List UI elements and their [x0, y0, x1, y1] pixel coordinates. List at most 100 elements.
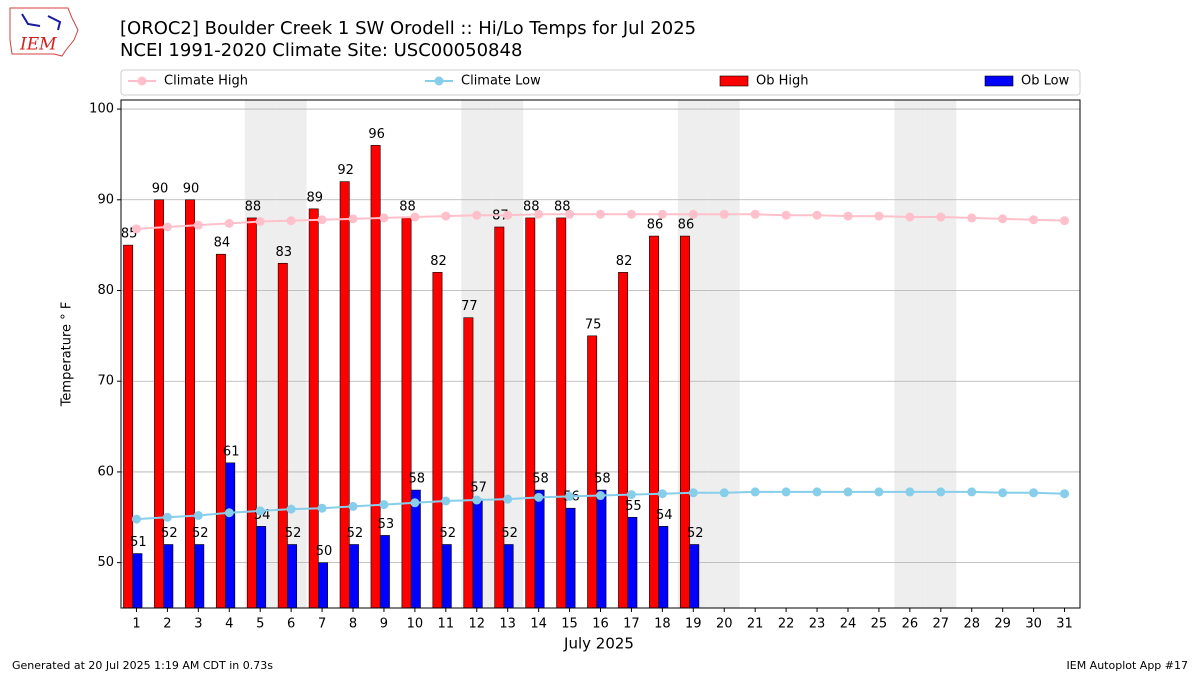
bar — [379, 535, 390, 609]
chart-title: [OROC2] Boulder Creek 1 SW Orodell :: Hi… — [120, 18, 696, 39]
logo-text: IEM — [19, 35, 57, 55]
x-tick-label: 1 — [132, 617, 140, 632]
line-marker — [1060, 216, 1070, 226]
line-marker — [812, 210, 822, 220]
line-marker — [936, 212, 946, 222]
x-tick-label: 16 — [592, 617, 609, 632]
x-tick-label: 18 — [654, 617, 671, 632]
data-label: 61 — [223, 444, 240, 459]
y-tick-label: 70 — [97, 374, 114, 389]
data-label: 77 — [461, 299, 478, 314]
line-marker — [998, 488, 1008, 498]
data-label: 50 — [316, 544, 333, 559]
data-label: 58 — [532, 472, 549, 487]
line-marker — [286, 216, 296, 226]
x-tick-label: 8 — [349, 617, 357, 632]
x-tick-label: 4 — [225, 617, 233, 632]
line-marker — [193, 220, 203, 230]
bar — [370, 145, 381, 609]
x-tick-label: 3 — [194, 617, 202, 632]
line-marker — [441, 211, 451, 221]
chart-subtitle: NCEI 1991-2020 Climate Site: USC00050848 — [120, 40, 522, 61]
bar — [401, 217, 412, 609]
bar — [503, 544, 514, 609]
bar — [123, 244, 134, 609]
footer-left: Generated at 20 Jul 2025 1:19 AM CDT in … — [12, 659, 273, 672]
data-label: 83 — [276, 245, 293, 260]
line-marker — [534, 209, 544, 219]
line-marker — [626, 490, 636, 500]
x-tick-label: 15 — [561, 617, 578, 632]
line-marker — [688, 209, 698, 219]
line-marker — [255, 506, 265, 516]
line-marker — [905, 212, 915, 222]
line-marker — [781, 487, 791, 497]
line-marker — [874, 211, 884, 221]
line-marker — [472, 495, 482, 505]
legend-label: Ob High — [756, 74, 809, 89]
legend-swatch — [137, 76, 147, 86]
data-label: 90 — [152, 181, 169, 196]
x-tick-label: 10 — [407, 617, 424, 632]
line-marker — [967, 213, 977, 223]
data-label: 90 — [183, 181, 200, 196]
line-marker — [596, 491, 605, 501]
y-tick-label: 50 — [97, 555, 114, 570]
x-tick-label: 9 — [380, 617, 388, 632]
bar — [246, 217, 257, 609]
bar — [627, 516, 638, 609]
x-tick-label: 25 — [871, 617, 888, 632]
line-marker — [719, 488, 729, 498]
logo-outline — [9, 7, 79, 57]
line-marker — [874, 487, 884, 497]
data-label: 88 — [245, 199, 262, 214]
line-marker — [348, 214, 358, 224]
data-label: 51 — [130, 535, 147, 550]
y-tick-label: 100 — [89, 102, 114, 117]
bar — [225, 462, 236, 609]
bar — [618, 272, 629, 609]
x-tick-label: 2 — [163, 617, 171, 632]
logo-icon — [21, 13, 62, 31]
bar — [132, 553, 143, 609]
line-marker — [750, 487, 760, 497]
x-tick-label: 7 — [318, 617, 326, 632]
data-label: 92 — [337, 163, 354, 178]
data-label: 86 — [678, 218, 695, 233]
bar — [339, 181, 350, 609]
weekend-shade — [925, 100, 957, 608]
line-marker — [1029, 488, 1039, 498]
bar — [277, 262, 288, 609]
data-label: 58 — [594, 472, 611, 487]
line-marker — [348, 501, 358, 511]
line-marker — [131, 514, 141, 524]
data-label: 52 — [192, 526, 209, 541]
logo: IEM — [9, 7, 79, 57]
line-marker — [131, 224, 141, 234]
line-marker — [688, 488, 698, 498]
bar — [410, 489, 421, 609]
line-marker — [162, 512, 172, 522]
data-label: 58 — [409, 472, 426, 487]
line-marker — [781, 210, 791, 220]
bar — [556, 217, 567, 609]
x-tick-label: 23 — [809, 617, 826, 632]
line-marker — [596, 209, 605, 219]
x-tick-label: 31 — [1056, 617, 1073, 632]
legend-frame — [120, 69, 1081, 96]
line-marker — [410, 498, 420, 508]
data-label: 52 — [439, 526, 456, 541]
plot-frame — [120, 99, 1081, 609]
data-label: 84 — [214, 236, 231, 251]
bar — [649, 235, 659, 609]
x-tick-label: 27 — [933, 617, 950, 632]
y-tick-label: 90 — [97, 192, 114, 207]
x-tick-label: 6 — [287, 617, 295, 632]
data-label: 53 — [378, 517, 395, 532]
line-marker — [534, 492, 544, 502]
x-tick-label: 14 — [530, 617, 547, 632]
line-marker — [626, 209, 636, 219]
bar — [472, 498, 483, 609]
footer-right: IEM Autoplot App #17 — [1067, 659, 1189, 672]
